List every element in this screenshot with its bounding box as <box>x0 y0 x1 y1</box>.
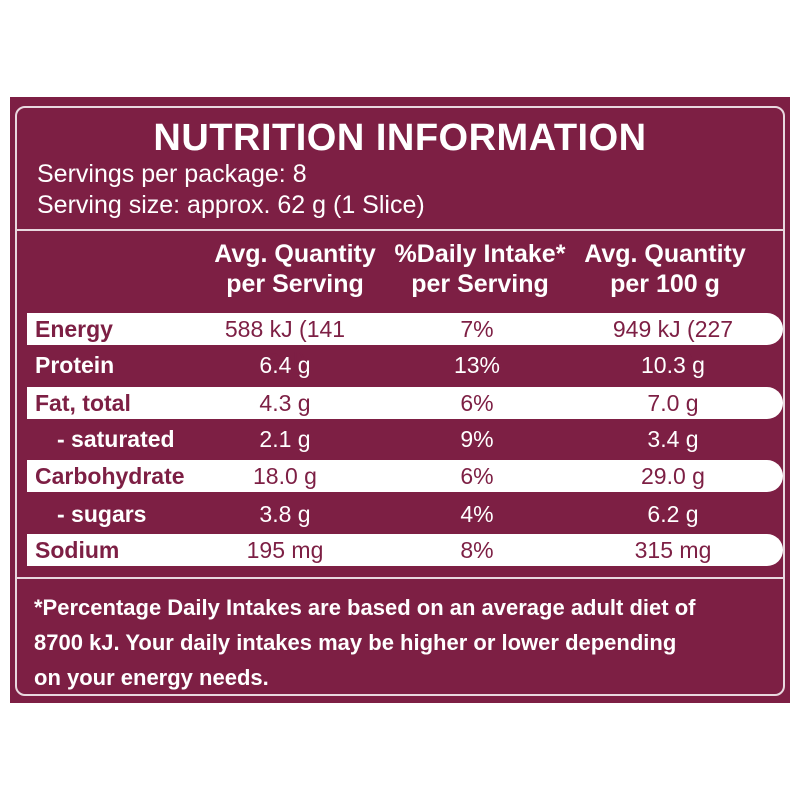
daily-intake-value: 6% <box>460 390 494 416</box>
per-100g-value: 949 kJ (227 Cal) <box>612 316 734 374</box>
per-100g-value: 3.4 g <box>647 426 699 452</box>
nutrient-name: Carbohydrate <box>35 463 185 489</box>
per-serving-value: 18.0 g <box>253 463 317 489</box>
footnote-line: *Percentage Daily Intakes are based on a… <box>34 595 696 620</box>
per-100g-value: 29.0 g <box>641 463 705 489</box>
per-100g-value: 7.0 g <box>647 390 699 416</box>
nutrient-name: Sodium <box>35 537 120 563</box>
nutrient-row-protein: Protein 6.4 g 13% 10.3 g <box>27 349 783 381</box>
per-100g-value: 315 mg <box>634 537 712 563</box>
daily-intake-value: 8% <box>460 537 494 563</box>
per-serving-value: 2.1 g <box>259 426 311 452</box>
nutrient-name: Fat, total <box>35 390 131 416</box>
daily-intake-value: 9% <box>460 426 494 452</box>
column-header-per-serving: Avg. Quantity per Serving <box>200 239 390 299</box>
footnote-line: 8700 kJ. Your daily intakes may be highe… <box>34 630 677 655</box>
nutrient-row-sodium: Sodium 195 mg 8% 315 mg <box>27 534 783 566</box>
nutrient-row-fat-total: Fat, total 4.3 g 6% 7.0 g <box>27 387 783 419</box>
daily-intake-value: 6% <box>460 463 494 489</box>
panel-title: NUTRITION INFORMATION <box>153 117 647 159</box>
column-header-line: %Daily Intake* <box>394 240 566 268</box>
nutrient-name: - sugars <box>57 501 147 527</box>
daily-intake-value: 13% <box>453 352 501 378</box>
column-header-line: per 100 g <box>610 270 720 298</box>
per-serving-value: 195 mg <box>246 537 324 563</box>
daily-intake-value: 4% <box>460 501 494 527</box>
nutrient-row-carbohydrate: Carbohydrate 18.0 g 6% 29.0 g <box>27 460 783 492</box>
panel-border <box>15 106 785 696</box>
serving-size: Serving size: approx. 62 g (1 Slice) <box>37 191 425 219</box>
column-header-line: per Serving <box>411 270 549 298</box>
divider-bottom <box>17 577 783 579</box>
per-100g-value: 6.2 g <box>647 501 699 527</box>
per-serving-value: 3.8 g <box>259 501 311 527</box>
column-header-daily-intake: %Daily Intake* per Serving <box>385 239 575 299</box>
column-header-line: Avg. Quantity <box>584 240 746 268</box>
column-header-line: per Serving <box>226 270 364 298</box>
nutrient-row-energy: Energy 588 kJ (141 Cal) 7% 949 kJ (227 C… <box>27 313 783 374</box>
per-serving-value: 6.4 g <box>259 352 311 378</box>
nutrient-name: - saturated <box>57 426 175 452</box>
column-header-line: Avg. Quantity <box>214 240 376 268</box>
nutrient-row-sugars: - sugars 3.8 g 4% 6.2 g <box>27 498 783 530</box>
servings-per-package: Servings per package: 8 <box>37 160 307 188</box>
footnote-line: on your energy needs. <box>34 665 269 690</box>
footnote: *Percentage Daily Intakes are based on a… <box>34 590 774 695</box>
nutrient-row-saturated: - saturated 2.1 g 9% 3.4 g <box>27 423 783 455</box>
nutrient-name: Protein <box>35 352 115 378</box>
per-serving-value: 4.3 g <box>259 390 311 416</box>
divider-top <box>17 229 783 231</box>
column-header-per-100g: Avg. Quantity per 100 g <box>570 239 760 299</box>
per-100g-value: 10.3 g <box>641 352 705 378</box>
per-serving-value: 588 kJ (141 Cal) <box>224 316 346 374</box>
daily-intake-value: 7% <box>460 316 494 342</box>
nutrient-name: Energy <box>35 316 113 342</box>
